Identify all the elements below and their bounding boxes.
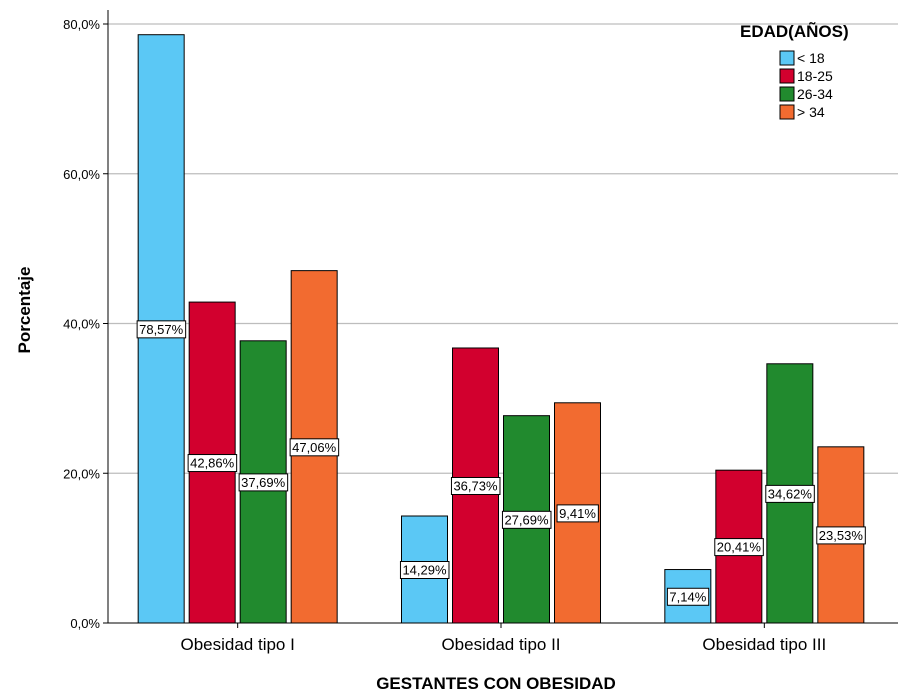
data-label-box [501,510,552,529]
data-label-box [136,320,187,339]
data-label: 34,62% [765,484,815,503]
data-label: 78,57% [136,320,187,339]
data-label-box [816,526,866,545]
data-label: 23,53% [816,526,866,545]
legend-swatch [779,50,795,66]
y-tick-label: 20,0% [63,466,100,481]
data-label-text: 23,53% [819,528,864,543]
x-category-label: Obesidad tipo III [702,635,826,654]
legend-item-label: 26-34 [797,86,833,102]
data-label-text: 36,73% [453,478,498,493]
data-label: 47,06% [289,438,340,457]
y-tick-label: 80,0% [63,17,100,32]
data-label: 27,69% [501,510,552,529]
data-label-text: 20,41% [717,540,762,555]
data-label: 36,73% [450,476,501,495]
data-label-box [399,561,450,580]
x-category-labels: Obesidad tipo I Obesidad tipo II Obesidad … [180,635,826,654]
x-category-label: Obesidad tipo I [180,635,294,654]
data-label-box [450,476,501,495]
legend-title: EDAD(AÑOS) [740,21,849,41]
data-label-box [556,504,599,523]
legend-item-label: > 34 [797,104,825,120]
y-tick-label: 60,0% [63,167,100,182]
data-label-text: 34,62% [768,486,813,501]
y-tick-label: 40,0% [63,317,100,332]
y-tick-label: 0,0% [70,616,100,631]
data-label-box [714,538,764,557]
data-label-box [289,438,340,457]
legend-item-label: < 18 [797,50,825,66]
x-axis-title: GESTANTES CON OBESIDAD [376,674,616,693]
data-label: 7,14% [666,587,710,606]
data-label-text: 14,29% [402,563,447,578]
data-label: 20,41% [714,538,764,557]
y-axis-title: Porcentaje [15,267,34,354]
data-label: 37,69% [238,473,289,492]
legend-swatch [779,68,795,84]
data-label: 9,41% [556,504,599,523]
y-tick-labels: 0,0% 20,0% 40,0% 60,0% 80,0% [63,17,100,631]
legend-swatch [779,86,795,102]
data-label-text: 42,86% [190,456,235,471]
data-label-text: 7,14% [669,589,706,604]
data-label-text: 27,69% [504,512,549,527]
bars [137,34,865,624]
data-label-box [238,473,289,492]
data-labels: 78,57% 42,86% 37,69% 47,06% 14,29% 36,73% 27,6… [136,320,866,606]
data-label-text: 47,06% [292,440,337,455]
legend: EDAD(AÑOS) < 18 18-25 26-34 > 34 [740,21,849,120]
data-label: 14,29% [399,561,450,580]
data-label-box [666,587,710,606]
data-label-text: 78,57% [139,322,184,337]
data-label-box [765,484,815,503]
x-category-label: Obesidad tipo II [441,635,560,654]
axes [107,10,898,628]
data-label-text: 37,69% [241,475,286,490]
data-label: 42,86% [187,454,238,473]
legend-item-label: 18-25 [797,68,833,84]
data-label-box [187,454,238,473]
data-label-text: 9,41% [559,506,596,521]
legend-swatch [779,104,795,120]
